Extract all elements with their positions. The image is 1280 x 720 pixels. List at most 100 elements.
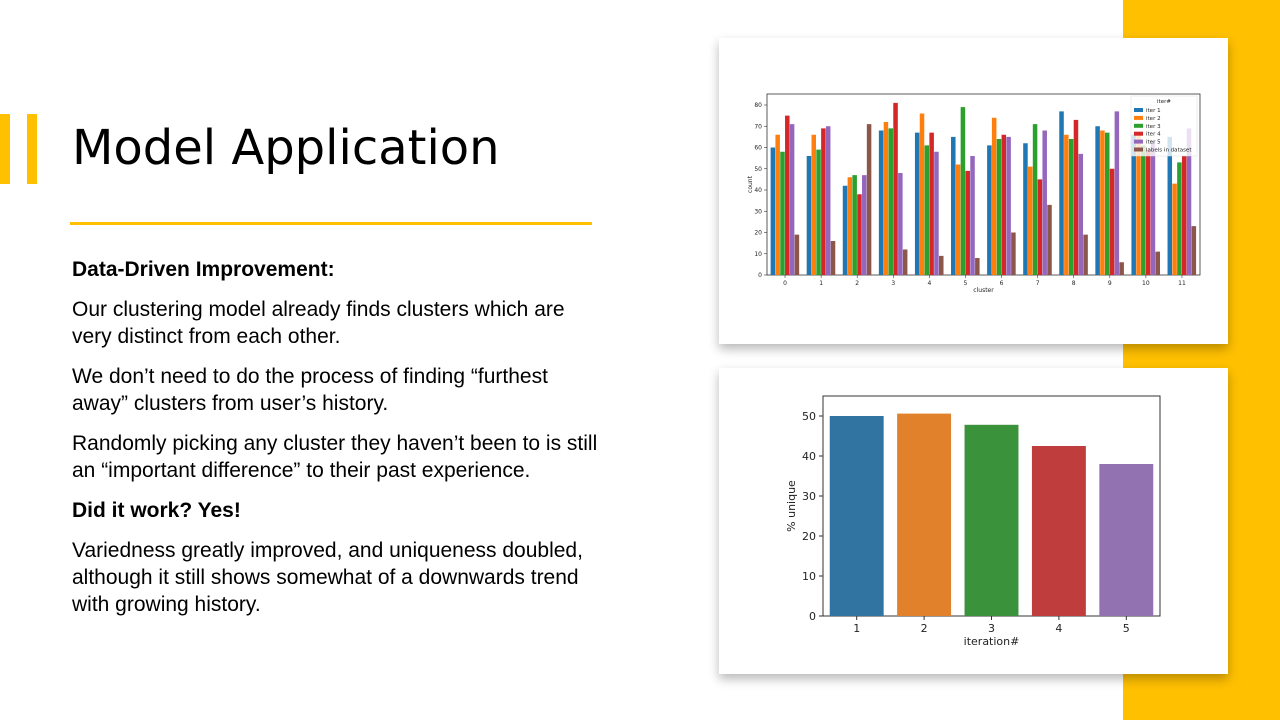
bar-iter-1-cluster-10 bbox=[1131, 134, 1136, 275]
paragraph-conclusion: Variedness greatly improved, and uniquen… bbox=[72, 539, 583, 616]
x-tick-label: 7 bbox=[1036, 280, 1040, 287]
unique-percent-chart-card: 1 2 3 4 5 0 10 20 30 40 50 iteration#% unique bbox=[719, 368, 1228, 674]
y-axis-label: count bbox=[747, 175, 754, 193]
bar-iter-4-cluster-2 bbox=[857, 194, 862, 275]
bar-iter-5-cluster-8 bbox=[1078, 153, 1084, 275]
legend-swatch-iter-5 bbox=[1134, 139, 1143, 144]
bar-iter-3-cluster-11 bbox=[1177, 162, 1182, 276]
bar-iter-1-cluster-0 bbox=[770, 147, 776, 275]
bar-iter-2-cluster-10 bbox=[1136, 132, 1141, 276]
y-tick-label: 10 bbox=[802, 570, 816, 583]
bar-labels-in-dataset-cluster-9 bbox=[1119, 262, 1124, 275]
bar-iter-1-cluster-8 bbox=[1059, 111, 1064, 276]
x-axis-label: iteration# bbox=[964, 635, 1020, 648]
bar-iter-5-cluster-4 bbox=[934, 151, 939, 275]
bar-labels-in-dataset-cluster-11 bbox=[1191, 226, 1197, 276]
slide-title: Model Application bbox=[72, 120, 500, 176]
bar-iter-2-cluster-11 bbox=[1172, 183, 1177, 276]
bar-iter-5-cluster-2 bbox=[862, 175, 867, 276]
x-tick-label: 2 bbox=[855, 280, 859, 287]
bar-iter-5-cluster-3 bbox=[898, 173, 903, 275]
bar-iter-2-cluster-8 bbox=[1064, 134, 1069, 275]
cluster-count-chart: 0 1 2 3 4 5 6 7 8 9 10 11 0 10 20 30 40 50 60 70 80 cluster co… bbox=[747, 93, 1201, 294]
bar-labels-in-dataset-cluster-6 bbox=[1011, 232, 1016, 275]
x-tick-label: 4 bbox=[1055, 622, 1062, 635]
bar-iter-3-cluster-7 bbox=[1032, 124, 1038, 276]
bar-iter-3-cluster-3 bbox=[888, 128, 893, 275]
bar-iteration-4 bbox=[1031, 446, 1086, 616]
bar-iter-1-cluster-5 bbox=[951, 136, 956, 276]
x-tick-label: 10 bbox=[1142, 280, 1150, 287]
y-tick-label: 0 bbox=[758, 272, 762, 279]
bar-iter-4-cluster-0 bbox=[785, 115, 790, 276]
y-tick-label: 50 bbox=[802, 410, 816, 423]
bar-iter-2-cluster-5 bbox=[955, 164, 961, 275]
bar-iter-2-cluster-6 bbox=[991, 117, 997, 275]
bar-iter-5-cluster-6 bbox=[1006, 136, 1011, 276]
bar-labels-in-dataset-cluster-3 bbox=[902, 249, 908, 275]
y-tick-label: 20 bbox=[802, 530, 816, 543]
bar-iter-3-cluster-10 bbox=[1141, 145, 1146, 276]
legend-label: iter 3 bbox=[1146, 124, 1161, 130]
bar-iter-4-cluster-7 bbox=[1037, 179, 1043, 276]
bar-labels-in-dataset-cluster-4 bbox=[939, 255, 944, 276]
bar-iter-1-cluster-6 bbox=[987, 145, 992, 276]
legend-swatch-iter-2 bbox=[1134, 115, 1143, 120]
bar-labels-in-dataset-cluster-5 bbox=[975, 258, 980, 275]
bar-iter-5-cluster-10 bbox=[1150, 141, 1156, 276]
bar-labels-in-dataset-cluster-10 bbox=[1155, 251, 1161, 276]
y-tick-label: 60 bbox=[754, 145, 762, 152]
legend-label: labels in dataset bbox=[1146, 148, 1192, 154]
bar-labels-in-dataset-cluster-8 bbox=[1083, 234, 1088, 276]
legend-title: iter# bbox=[1157, 99, 1171, 105]
y-tick-label: 40 bbox=[802, 450, 816, 463]
x-tick-label: 2 bbox=[921, 622, 928, 635]
bar-iter-1-cluster-1 bbox=[806, 156, 812, 275]
x-tick-label: 6 bbox=[1000, 280, 1004, 287]
x-tick-label: 0 bbox=[783, 280, 787, 287]
bar-iter-1-cluster-7 bbox=[1023, 143, 1028, 275]
x-tick-label: 3 bbox=[988, 622, 995, 635]
bar-iteration-3 bbox=[964, 424, 1019, 616]
y-axis-label: % unique bbox=[785, 480, 798, 532]
x-tick-label: 1 bbox=[819, 280, 823, 287]
x-tick-label: 1 bbox=[853, 622, 860, 635]
x-axis-label: cluster bbox=[973, 287, 994, 294]
bar-iter-3-cluster-0 bbox=[780, 151, 785, 275]
title-underline bbox=[70, 222, 592, 225]
bar-iter-2-cluster-4 bbox=[919, 113, 925, 275]
x-tick-label: 5 bbox=[964, 280, 968, 287]
bar-labels-in-dataset-cluster-7 bbox=[1047, 204, 1052, 276]
cluster-count-chart-card: 0 1 2 3 4 5 6 7 8 9 10 11 0 10 20 30 40 50 60 70 80 cluster co… bbox=[719, 38, 1228, 344]
bar-iter-2-cluster-2 bbox=[847, 177, 853, 275]
bar-iter-1-cluster-4 bbox=[914, 132, 920, 276]
y-tick-label: 80 bbox=[754, 102, 762, 109]
bar-iter-3-cluster-8 bbox=[1068, 139, 1074, 275]
bar-iter-3-cluster-2 bbox=[852, 175, 857, 276]
bar-iter-2-cluster-9 bbox=[1100, 130, 1105, 275]
bar-iter-3-cluster-5 bbox=[960, 107, 966, 276]
bar-iter-4-cluster-4 bbox=[929, 132, 934, 276]
y-tick-label: 30 bbox=[802, 490, 816, 503]
y-tick-label: 0 bbox=[809, 610, 816, 623]
heading-result: Did it work? Yes! bbox=[72, 499, 241, 522]
x-tick-label: 11 bbox=[1178, 280, 1186, 287]
bar-iteration-5 bbox=[1099, 464, 1154, 616]
bar-labels-in-dataset-cluster-2 bbox=[866, 124, 872, 276]
bar-iter-4-cluster-9 bbox=[1109, 168, 1115, 275]
legend-label: iter 4 bbox=[1146, 132, 1161, 138]
bar-iter-3-cluster-1 bbox=[816, 149, 821, 275]
bar-iteration-1 bbox=[829, 416, 884, 616]
bar-iter-4-cluster-8 bbox=[1073, 119, 1079, 276]
x-tick-label: 4 bbox=[927, 280, 931, 287]
x-tick-label: 5 bbox=[1123, 622, 1130, 635]
paragraph-clusters: Our clustering model already finds clust… bbox=[72, 298, 565, 348]
y-tick-label: 70 bbox=[754, 123, 762, 130]
legend-label: iter 1 bbox=[1146, 108, 1161, 114]
bar-iter-1-cluster-2 bbox=[842, 185, 848, 275]
y-tick-label: 20 bbox=[754, 230, 762, 237]
bar-iter-2-cluster-0 bbox=[775, 134, 780, 275]
title-accent-bar-left bbox=[0, 114, 10, 184]
bar-labels-in-dataset-cluster-1 bbox=[830, 241, 836, 275]
